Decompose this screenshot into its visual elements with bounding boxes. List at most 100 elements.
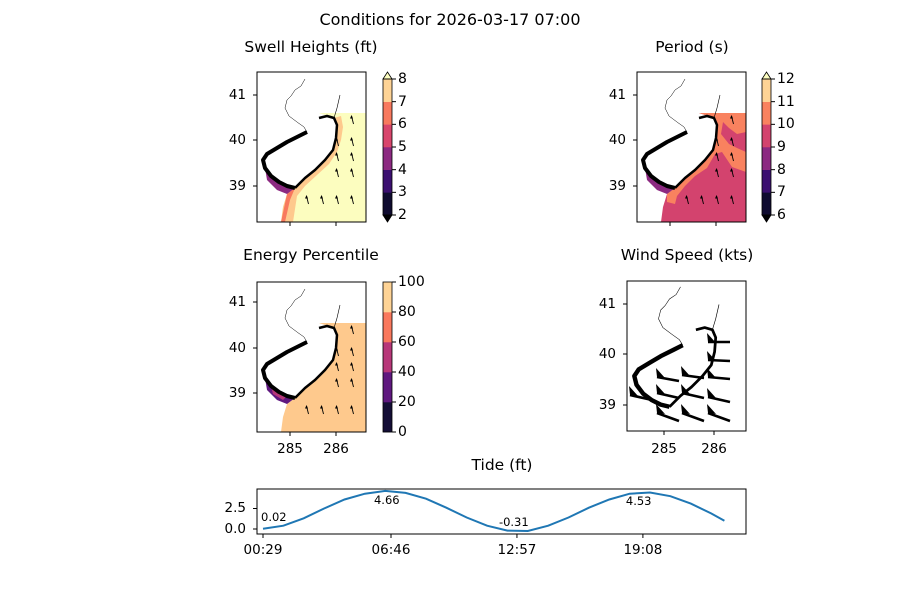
swell-direction-arrowhead xyxy=(730,137,733,141)
energy-field xyxy=(261,288,366,432)
energy-ytick: 39 xyxy=(228,385,246,401)
swell-direction-arrowhead xyxy=(350,405,353,409)
swell-direction-arrowhead xyxy=(350,168,353,172)
wind-ytick: 39 xyxy=(598,397,616,413)
swell-colorbar-label: 2 xyxy=(398,207,407,223)
swell-direction-arrowhead xyxy=(685,195,688,199)
swell-colorbar-label: 6 xyxy=(398,116,407,133)
swell-direction-arrowhead xyxy=(730,168,733,172)
swell-direction-arrowhead xyxy=(305,405,308,409)
wind-barb-pennant xyxy=(681,404,690,414)
swell-title: Swell Heights (ft) xyxy=(244,38,378,56)
tide-ytick: 2.5 xyxy=(224,500,246,516)
period-colorbar-bin xyxy=(762,101,771,125)
period-colorbar-bin xyxy=(762,147,771,170)
swell-direction-arrowhead xyxy=(350,347,353,351)
wind-xtick: 286 xyxy=(701,441,727,457)
period-ytick: 41 xyxy=(608,87,626,103)
swell-direction-arrowhead xyxy=(335,137,338,141)
tide-annotation: -0.31 xyxy=(498,514,529,529)
energy-axes-frame xyxy=(256,281,367,433)
swell-colorbar-extend-min xyxy=(382,214,393,223)
coastline xyxy=(632,343,684,409)
swell-direction-arrowhead xyxy=(320,195,323,199)
state-border xyxy=(713,94,721,119)
swell-direction-arrowhead xyxy=(305,195,308,199)
swell-colorbar-extend-max xyxy=(382,71,393,80)
nearshore-band xyxy=(281,188,295,222)
energy-colorbar-label: 40 xyxy=(398,364,416,380)
wind-barb-staff xyxy=(656,391,680,400)
swell-direction-arrowhead xyxy=(730,152,733,156)
period-colorbar-label: 7 xyxy=(777,184,786,201)
tide-line xyxy=(262,489,725,533)
period-colorbar-bin xyxy=(762,192,771,216)
swell-colorbar-label: 7 xyxy=(398,93,407,110)
swell-direction-arrowhead xyxy=(350,115,353,119)
coastline xyxy=(261,130,308,190)
wind-barb-staff xyxy=(681,373,705,380)
wind-barb-pennant xyxy=(707,388,716,398)
energy-colorbar-bin xyxy=(383,372,392,403)
tide-annotation: 0.02 xyxy=(261,509,287,524)
wind-barb-staff xyxy=(707,411,731,423)
swell-direction-arrowhead xyxy=(335,347,338,351)
energy-colorbar-bin xyxy=(383,282,392,313)
tide-annotation: 4.53 xyxy=(625,493,652,508)
swell-direction-arrowhead xyxy=(335,168,338,172)
swell-direction-arrowhead xyxy=(715,137,718,141)
figure-title: Conditions for 2026-03-17 07:00 xyxy=(319,10,581,29)
wind-barb-pennant xyxy=(707,333,716,343)
period-colorbar-bin xyxy=(762,79,771,102)
state-border xyxy=(284,78,308,133)
period-field xyxy=(641,78,746,222)
swell-direction-arrowhead xyxy=(335,362,338,366)
swell-colorbar-label: 4 xyxy=(398,161,407,178)
wind-barb-pennant xyxy=(656,368,665,378)
wind-xtick: 285 xyxy=(651,441,677,457)
swell-direction-arrowhead xyxy=(730,115,733,119)
period-title: Period (s) xyxy=(655,38,729,56)
nearshore-band xyxy=(281,116,343,222)
period-colorbar-bin xyxy=(762,124,771,148)
swell-colorbar-bin xyxy=(383,124,392,148)
swell-map xyxy=(261,78,366,222)
swell-direction-arrowhead xyxy=(350,362,353,366)
swell-colorbar-label: 5 xyxy=(398,139,407,155)
wind-barb-pennant xyxy=(707,368,716,378)
wind-barb-pennant xyxy=(707,404,716,414)
energy-colorbar-bin xyxy=(383,402,392,433)
energy-xtick: 285 xyxy=(277,441,303,457)
tide-axes-frame xyxy=(256,488,747,535)
energy-ytick: 41 xyxy=(228,294,246,310)
swell-direction-arrowhead xyxy=(715,168,718,172)
energy-map xyxy=(261,288,366,432)
swell-direction-arrowhead xyxy=(350,137,353,141)
swell-ytick: 39 xyxy=(228,178,246,194)
energy-colorbar-label: 60 xyxy=(398,334,416,350)
tide-ytick: 0.0 xyxy=(224,521,246,537)
swell-colorbar-label: 8 xyxy=(398,71,407,87)
swell-field xyxy=(261,78,366,222)
period-colorbar-extend-max xyxy=(761,71,772,80)
period-colorbar-label: 8 xyxy=(777,161,786,178)
wind-map xyxy=(632,286,720,409)
wind-barb-pennant xyxy=(629,386,638,396)
energy-ytick: 40 xyxy=(228,340,246,356)
period-colorbar-label: 10 xyxy=(777,116,795,133)
swell-direction-arrowhead xyxy=(350,152,353,156)
swell-direction-arrowhead xyxy=(335,405,338,409)
swell-colorbar-bin xyxy=(383,101,392,125)
swell-colorbar-label: 3 xyxy=(398,184,407,201)
coastline xyxy=(294,324,339,399)
wind-barb-staff xyxy=(681,411,705,423)
wind-barb-staff xyxy=(629,393,653,402)
wind-axes-frame xyxy=(626,280,747,432)
tide-xtick-label: 06:46 xyxy=(371,542,411,558)
wind-barb-pennant xyxy=(656,384,665,394)
ocean-field xyxy=(281,323,366,432)
swell-direction-arrowhead xyxy=(335,195,338,199)
energy-xtick: 286 xyxy=(323,441,349,457)
